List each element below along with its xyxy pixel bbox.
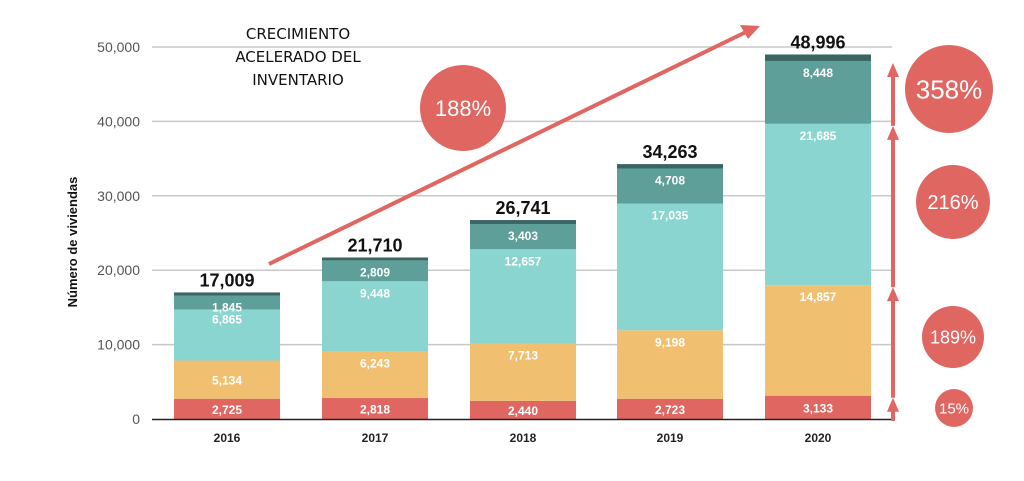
segment-value-label: 17,035 [652,209,689,223]
trend-arrow-head [740,25,760,39]
bar-segment-segment-1 [617,398,723,419]
segment-growth-segment-3: 216% [887,125,990,288]
growth-badge-label: 189% [930,327,976,347]
y-tick-label: 0 [132,411,140,427]
x-tick-label: 2019 [657,431,684,445]
bar-segment-segment-4 [322,260,428,282]
y-tick-label: 30,000 [97,188,140,204]
bar-segment-segment-2 [765,285,871,396]
growth-badge-circle [905,45,993,133]
y-axis-ticks: 0 10,000 20,000 30,000 40,000 50,000 [97,39,140,427]
bar-segment-segment-4 [470,223,576,250]
segment-value-label: 21,685 [800,129,837,143]
y-tick-label: 20,000 [97,262,140,278]
growth-badge-label: 358% [916,74,983,104]
overall-growth-label: 188% [435,96,491,121]
trend-arrow-shaft [268,30,747,266]
bar-stack-2020: 3,133 14,857 21,685 8,448 48,996 [765,32,871,419]
y-axis-label: Número de viviendas [65,177,80,308]
bar-segment-segment-1 [174,398,280,419]
bar-segment-segment-3 [322,281,428,352]
bar-segment-segment-3 [617,203,723,331]
y-tick-label: 50,000 [97,39,140,55]
segment-value-label: 14,857 [800,290,837,304]
bar-segment-segment-1 [765,395,871,419]
growth-badge-circle [916,165,990,239]
bar-segment-segment-3 [765,123,871,286]
y-tick-label: 40,000 [97,113,140,129]
segment-growth-annotations: 15% 189% 216% 358% [887,45,993,427]
bar-segment-segment-2 [322,351,428,399]
bar-segment-segment-5 [765,54,871,61]
segment-value-label: 4,708 [655,174,685,188]
segment-value-label: 7,713 [508,348,538,362]
bar-segment-segment-1 [322,398,428,419]
segment-value-label: 6,865 [212,312,242,326]
growth-badge-label: 15% [939,400,969,417]
segment-value-label: 9,448 [360,286,390,300]
bar-segment-segment-2 [174,360,280,399]
bar-segment-segment-2 [470,343,576,401]
segment-value-label: 2,725 [212,403,242,417]
segment-value-label: 2,440 [508,404,538,418]
bar-segment-segment-4 [617,168,723,204]
up-arrow-icon [887,125,899,140]
x-tick-label: 2020 [805,431,832,445]
bar-total-label: 21,710 [347,235,402,255]
segment-value-label: 9,198 [655,335,685,349]
x-tick-label: 2017 [362,431,389,445]
title-line-2: ACELERADO DEL [235,48,361,66]
bar-segment-segment-5 [174,292,280,296]
bar-stack-2019: 2,723 9,198 17,035 4,708 34,263 [617,142,723,419]
x-tick-label: 2018 [510,431,537,445]
bar-stack-2018: 2,440 7,713 12,657 3,403 26,741 [470,198,576,419]
growth-badge-label: 216% [927,192,978,214]
segment-value-label: 2,723 [655,403,685,417]
bar-segment-segment-3 [470,249,576,344]
growth-badge-circle [935,389,973,427]
segment-value-label: 2,818 [360,403,390,417]
bar-segment-segment-5 [322,257,428,261]
x-axis-ticks: 2016 2017 2018 2019 2020 [214,431,832,445]
bar-segment-segment-1 [470,400,576,419]
up-arrow-icon [887,62,899,77]
bar-segment-segment-4 [765,60,871,124]
bar-segment-segment-5 [470,220,576,224]
segment-value-label: 3,403 [508,229,538,243]
segment-value-label: 5,134 [212,374,242,388]
bar-segment-segment-5 [617,164,723,169]
segment-value-label: 1,845 [212,301,242,315]
segment-value-label: 3,133 [803,401,833,415]
bar-segment-segment-3 [174,309,280,361]
bar-total-label: 26,741 [495,198,550,218]
bar-total-label: 17,009 [199,270,254,290]
growth-trend-arrow [268,25,760,266]
bar-segment-segment-4 [174,295,280,310]
x-tick-label: 2016 [214,431,241,445]
segment-growth-segment-4: 358% [887,45,993,133]
overall-growth-badge: 188% [420,65,506,151]
segment-growth-segment-1: 15% [887,389,973,427]
segment-value-label: 6,243 [360,357,390,371]
overall-growth-circle [420,65,506,151]
title-line-3: INVENTARIO [252,71,344,89]
chart-title: CRECIMIENTO ACELERADO DEL INVENTARIO [235,25,361,89]
growth-badge-circle [922,306,984,368]
segment-value-label: 2,809 [360,265,390,279]
bar-segment-segment-2 [617,330,723,399]
segment-value-label: 12,657 [505,254,542,268]
segment-growth-segment-2: 189% [887,287,984,398]
bar-total-label: 48,996 [790,32,845,52]
bar-total-label: 34,263 [642,142,697,162]
up-arrow-icon [887,397,899,412]
up-arrow-icon [887,287,899,302]
bar-stack-2017: 2,818 6,243 9,448 2,809 21,710 [322,235,428,419]
segment-value-label: 8,448 [803,66,833,80]
title-line-1: CRECIMIENTO [246,25,350,43]
y-tick-label: 10,000 [97,337,140,353]
